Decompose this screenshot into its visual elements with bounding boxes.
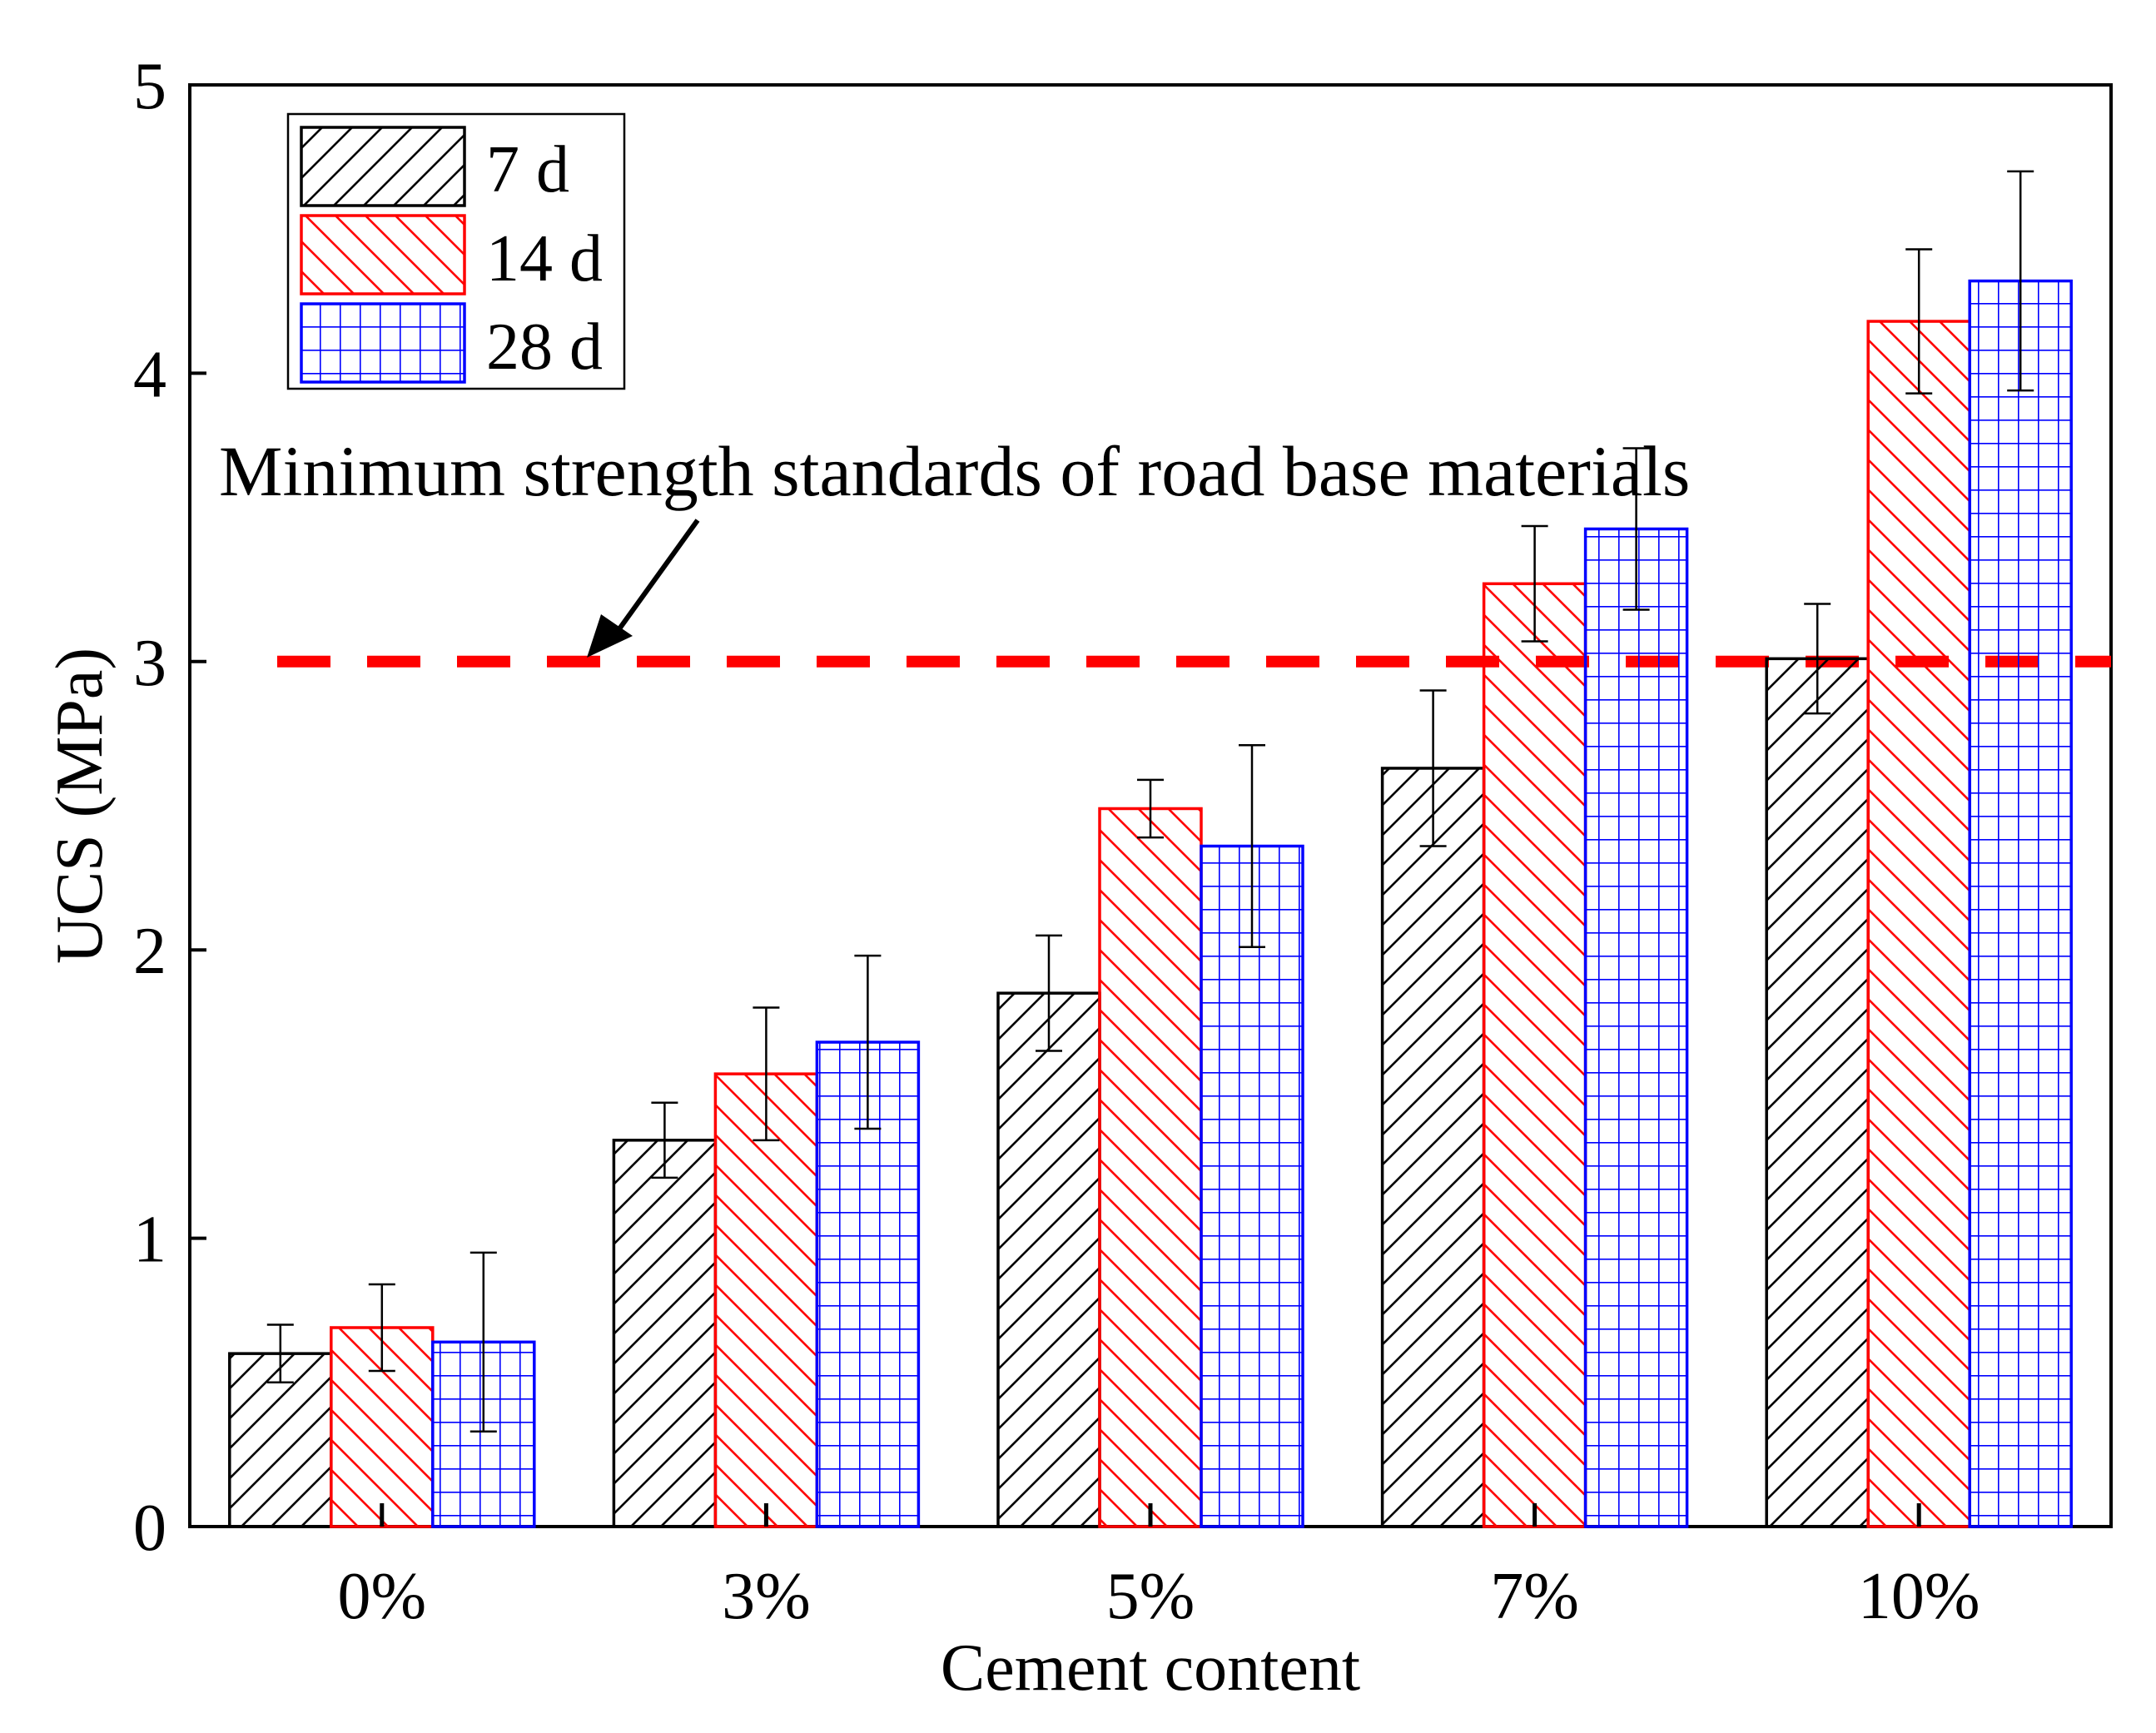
- y-tick-label: 2: [133, 915, 166, 988]
- y-tick-label: 5: [133, 50, 166, 123]
- error-bar: [1419, 689, 1447, 847]
- bar-28d-5pct: [1200, 844, 1304, 1528]
- x-tick-label: 10%: [1858, 1560, 1980, 1633]
- x-tick-label: 5%: [1106, 1560, 1195, 1633]
- x-tick-label: 3%: [722, 1560, 811, 1633]
- legend-label-7d: 7 d: [486, 133, 569, 206]
- y-tick-label: 0: [133, 1492, 166, 1565]
- bar-14d-3pct: [713, 1072, 819, 1528]
- error-bar: [1905, 248, 1933, 395]
- legend-swatch-14d: [300, 214, 466, 295]
- y-tick-label: 4: [133, 338, 166, 411]
- legend-swatch-7d: [300, 126, 466, 207]
- bar-7d-7pct: [1380, 767, 1486, 1528]
- legend-label-14d: 14 d: [486, 222, 603, 295]
- bar-14d-7pct: [1482, 582, 1587, 1528]
- error-bar: [266, 1323, 294, 1384]
- error-bar: [368, 1283, 395, 1373]
- error-bar: [1137, 778, 1164, 839]
- bar-7d-3pct: [612, 1139, 718, 1528]
- bar-14d-5pct: [1098, 807, 1203, 1528]
- error-bar: [854, 954, 882, 1130]
- legend-label-28d: 28 d: [486, 310, 603, 384]
- legend-swatch-28d: [300, 302, 466, 384]
- error-bar: [1804, 603, 1831, 715]
- bar-7d-10pct: [1765, 657, 1870, 1528]
- bar-14d-10pct: [1866, 320, 1971, 1528]
- x-tick-label: 0%: [337, 1560, 426, 1633]
- error-bar: [753, 1006, 780, 1142]
- error-bar: [1521, 524, 1548, 643]
- error-bar: [469, 1251, 497, 1433]
- annotation-text: Minimum strength standards of road base …: [219, 431, 1690, 511]
- y-tick-label: 3: [133, 627, 166, 700]
- y-axis-title: UCS (MPa): [43, 648, 117, 964]
- legend: 7 d 14 d 28 d: [286, 112, 626, 390]
- bar-7d-5pct: [996, 991, 1101, 1528]
- bar-28d-7pct: [1583, 527, 1689, 1528]
- x-tick-label: 7%: [1490, 1560, 1579, 1633]
- x-axis-title: Cement content: [941, 1631, 1360, 1705]
- y-tick-label: 1: [133, 1204, 166, 1277]
- error-bar: [1239, 744, 1265, 948]
- error-bar: [1036, 934, 1062, 1052]
- error-bar: [651, 1101, 678, 1179]
- error-bar: [1622, 447, 1650, 611]
- annotation-arrow: [609, 519, 700, 641]
- annotation-arrowhead: [587, 614, 633, 658]
- error-bar: [2007, 170, 2034, 392]
- bar-28d-10pct: [1968, 279, 2073, 1528]
